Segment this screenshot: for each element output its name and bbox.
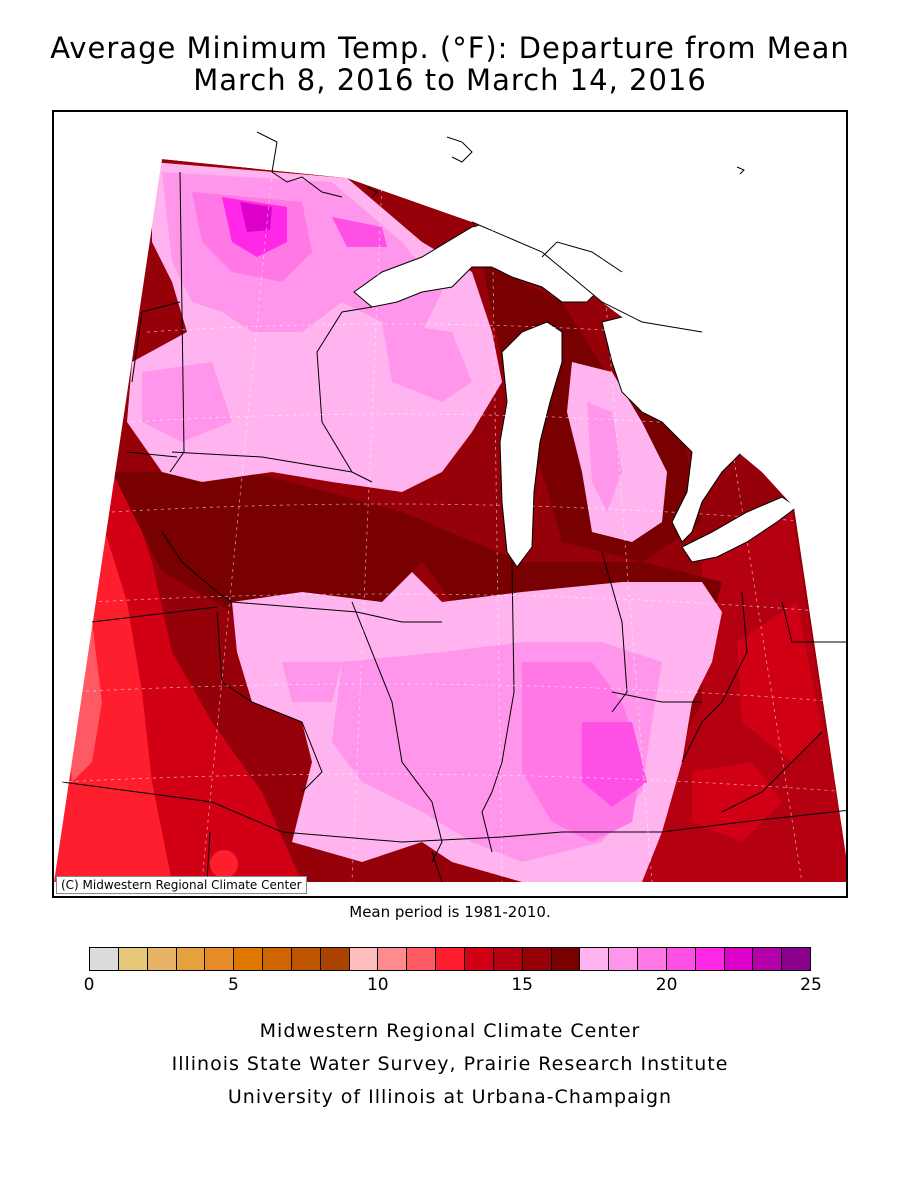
legend-swatch — [263, 948, 292, 970]
legend-swatch — [464, 948, 494, 970]
legend-swatch — [320, 948, 350, 970]
lat-lon-grid — [61, 171, 846, 883]
map-copyright-label: (C) Midwestern Regional Climate Center — [56, 876, 307, 894]
legend-swatch — [407, 948, 437, 970]
legend-swatch — [493, 948, 523, 970]
legend-swatch — [291, 948, 321, 970]
credit-line-1: Midwestern Regional Climate Center — [259, 1020, 641, 1042]
legend-swatch — [147, 948, 177, 970]
outside-domain-mask — [54, 112, 846, 882]
canada-outline — [256, 131, 745, 198]
legend-swatch — [666, 948, 696, 970]
legend-tick-label: 15 — [511, 975, 534, 995]
legend-swatch — [551, 948, 581, 970]
chart-subtitle-dates: March 8, 2016 to March 14, 2016 — [193, 63, 707, 97]
map-panel: (C) Midwestern Regional Climate Center — [52, 110, 848, 898]
legend-swatch — [522, 948, 552, 970]
chart-title: Average Minimum Temp. (°F): Departure fr… — [50, 31, 850, 65]
mean-period-note: Mean period is 1981-2010. — [349, 903, 551, 921]
legend-swatch — [205, 948, 235, 970]
temperature-departure-map — [54, 112, 846, 883]
legend-swatch — [176, 948, 206, 970]
legend-swatch — [609, 948, 639, 970]
legend-swatch — [118, 948, 148, 970]
legend-tick-label: 5 — [227, 975, 239, 995]
legend-tick-label: 25 — [800, 975, 822, 995]
legend-swatch — [378, 948, 408, 970]
legend-tick-label: 0 — [83, 975, 95, 995]
legend-swatch — [782, 948, 811, 970]
legend-swatch — [90, 948, 119, 970]
legend-swatch — [580, 948, 610, 970]
legend-tick-label: 20 — [655, 975, 678, 995]
legend-swatch — [638, 948, 667, 970]
credit-line-3: University of Illinois at Urbana-Champai… — [227, 1086, 673, 1108]
legend-swatch — [695, 948, 725, 970]
color-legend — [89, 947, 811, 971]
state-borders — [61, 171, 846, 883]
legend-swatch — [234, 948, 264, 970]
legend-swatch — [436, 948, 465, 970]
legend-swatch — [724, 948, 754, 970]
legend-swatch — [349, 948, 379, 970]
legend-tick-label: 10 — [366, 975, 389, 995]
credit-line-2: Illinois State Water Survey, Prairie Res… — [171, 1053, 729, 1075]
legend-swatch — [753, 948, 783, 970]
